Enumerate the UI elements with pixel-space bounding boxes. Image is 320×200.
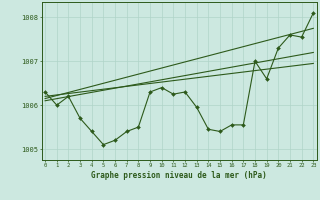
X-axis label: Graphe pression niveau de la mer (hPa): Graphe pression niveau de la mer (hPa) bbox=[91, 171, 267, 180]
